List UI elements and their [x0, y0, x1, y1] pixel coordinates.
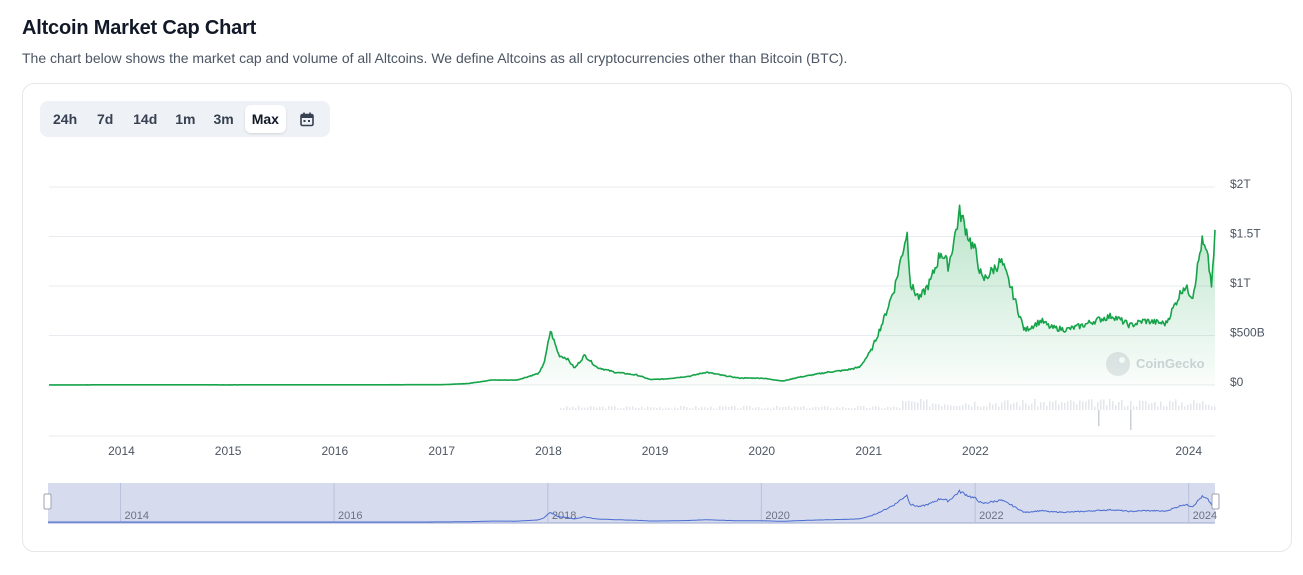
- page-title: Altcoin Market Cap Chart: [22, 17, 257, 39]
- chart-card: 24h 7d 14d 1m 3m Max: [22, 83, 1292, 552]
- calendar-icon[interactable]: [290, 105, 324, 133]
- range-tab-max[interactable]: Max: [244, 105, 286, 133]
- range-tab-1m[interactable]: 1m: [168, 105, 202, 133]
- time-range-tabs: 24h 7d 14d 1m 3m Max: [40, 101, 330, 137]
- range-tab-24h[interactable]: 24h: [46, 105, 84, 133]
- page-description: The chart below shows the market cap and…: [22, 50, 848, 66]
- range-tab-3m[interactable]: 3m: [206, 105, 240, 133]
- calendar-icon-glyph: [300, 112, 314, 126]
- range-tab-7d[interactable]: 7d: [88, 105, 122, 133]
- range-tab-14d[interactable]: 14d: [126, 105, 164, 133]
